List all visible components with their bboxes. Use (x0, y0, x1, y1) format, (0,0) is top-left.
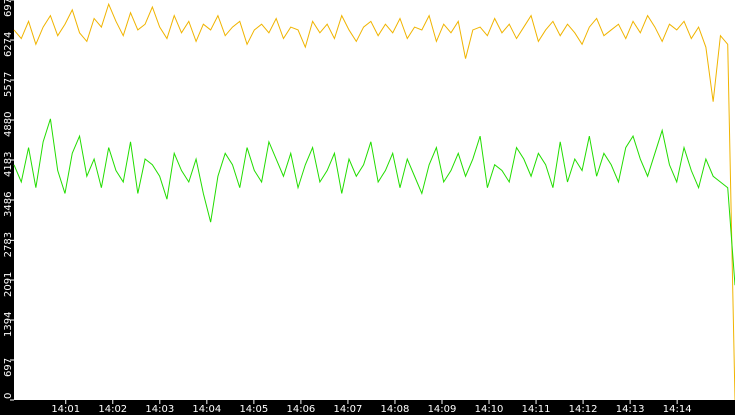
y-tick-label: 5577 (3, 72, 14, 97)
x-tick-label: 14:08 (381, 404, 410, 415)
x-tick-label: 14:03 (145, 404, 174, 415)
x-tick-label: 14:04 (192, 404, 221, 415)
x-tick-label: 14:14 (663, 404, 692, 415)
y-tick-label: 3486 (3, 192, 14, 217)
x-tick-label: 14:10 (475, 404, 504, 415)
y-tick-label: 697 (3, 358, 14, 377)
y-tick-label: 0 (3, 393, 14, 399)
y-tick-label: 4183 (3, 152, 14, 177)
x-tick-label: 14:13 (616, 404, 645, 415)
series-line (13, 118, 735, 286)
y-tick-label: 2783 (3, 232, 14, 257)
x-tick-label: 14:12 (569, 404, 598, 415)
y-tick-label: 2091 (3, 272, 14, 297)
x-tick-label: 14:09 (428, 404, 457, 415)
x-tick-label: 14:07 (334, 404, 363, 415)
series-line (13, 2, 735, 401)
x-tick-label: 14:11 (522, 404, 551, 415)
x-tick-label: 14:02 (98, 404, 127, 415)
y-tick-label: 1394 (3, 312, 14, 337)
y-axis-strip (0, 0, 14, 415)
x-tick-label: 14:06 (286, 404, 315, 415)
y-tick-label: 6274 (3, 32, 14, 57)
x-axis-strip (0, 400, 735, 415)
y-tick-label: 4880 (3, 112, 14, 137)
x-tick-label: 14:01 (51, 404, 80, 415)
y-tick-label: 6972 (3, 0, 14, 17)
x-tick-label: 14:05 (239, 404, 268, 415)
